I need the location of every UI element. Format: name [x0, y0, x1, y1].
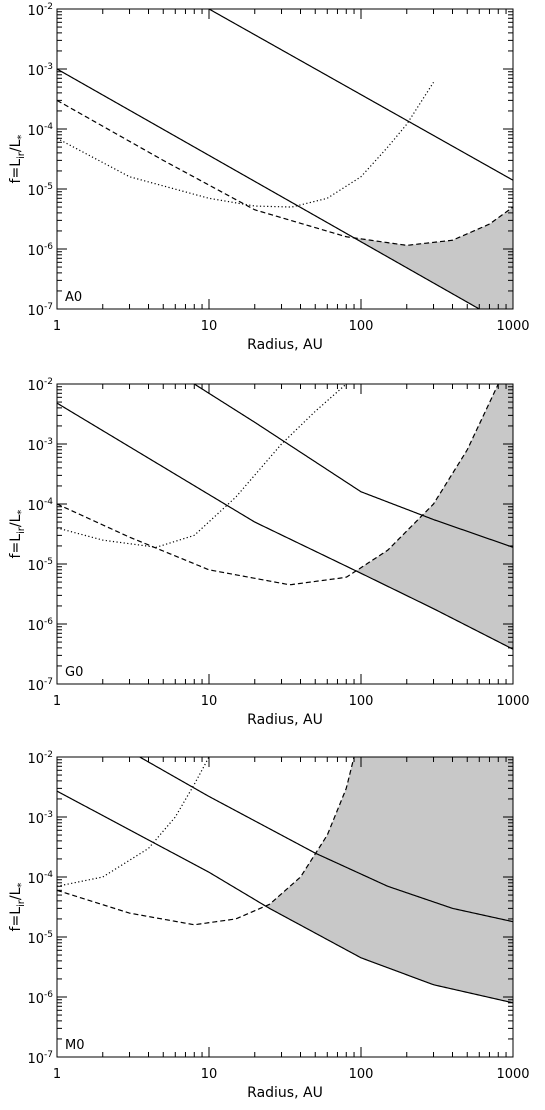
x-tick-label: 10 [201, 694, 218, 709]
series-dotted-3 [57, 757, 210, 887]
x-tick-label: 100 [349, 694, 374, 709]
series-solid-0 [193, 384, 513, 548]
panel-label: A0 [65, 290, 82, 305]
y-tick-label: 10-3 [27, 62, 53, 79]
panel-g0: 1 10 100 1000 10-7 10-6 10-5 10-4 10-3 10-2 Radius… [8, 377, 530, 728]
y-tick-label: 10-2 [27, 377, 53, 394]
y-tick-label: 10-3 [27, 437, 53, 454]
y-axis-label: f=Lir/L* [8, 135, 27, 184]
y-tick-label: 10-6 [27, 990, 53, 1007]
series-dashed-2 [57, 384, 499, 586]
y-tick-label: 10-4 [27, 122, 53, 139]
y-tick-label: 10-7 [27, 1050, 53, 1067]
series-solid-1 [57, 790, 513, 1004]
panel-label: M0 [65, 1038, 85, 1053]
x-tick-label: 1000 [496, 319, 529, 334]
y-tick-label: 10-2 [27, 2, 53, 19]
shaded-region [354, 207, 513, 309]
y-tick-label: 10-5 [27, 930, 53, 947]
plot-frame [56, 756, 514, 1058]
x-axis-label: Radius, AU [247, 337, 323, 353]
shaded-region [356, 384, 513, 650]
x-tick-label: 10 [201, 1067, 218, 1082]
series-dashed-2 [57, 757, 355, 926]
shaded-region [266, 757, 513, 1003]
series-dashed-2 [57, 99, 513, 246]
x-tick-label: 1000 [496, 694, 529, 709]
x-tick-label: 100 [349, 1067, 374, 1082]
y-tick-label: 10-4 [27, 497, 53, 514]
series-solid-0 [208, 9, 513, 181]
series-solid-0 [139, 757, 513, 923]
y-axis-label: f=Lir/L* [8, 883, 27, 932]
panel-m0: 1 10 100 1000 10-7 10-6 10-5 10-4 10-3 10-2 Radius… [8, 750, 530, 1101]
y-tick-label: 10-5 [27, 182, 53, 199]
y-tick-label: 10-6 [27, 242, 53, 259]
series-dotted-3 [57, 384, 347, 548]
x-tick-label: 10 [201, 319, 218, 334]
x-tick-label: 1 [53, 1067, 61, 1082]
y-tick-label: 10-7 [27, 302, 53, 319]
series-solid-1 [57, 68, 480, 309]
y-tick-label: 10-3 [27, 810, 53, 827]
x-tick-label: 1 [53, 319, 61, 334]
y-tick-label: 10-5 [27, 557, 53, 574]
panel-a0: 1 10 100 1000 10-7 10-6 10-5 10-4 10-3 10-2 Radius… [8, 2, 530, 353]
x-tick-label: 1000 [496, 1067, 529, 1082]
x-axis-label: Radius, AU [247, 1085, 323, 1101]
plot-frame [56, 383, 514, 685]
y-tick-label: 10-7 [27, 677, 53, 694]
x-axis-label: Radius, AU [247, 712, 323, 728]
y-tick-label: 10-2 [27, 750, 53, 767]
y-tick-label: 10-4 [27, 870, 53, 887]
x-tick-label: 100 [349, 319, 374, 334]
panel-label: G0 [65, 665, 83, 680]
x-tick-label: 1 [53, 694, 61, 709]
y-tick-label: 10-6 [27, 617, 53, 634]
series-solid-1 [57, 402, 513, 650]
plot-frame [56, 8, 514, 310]
series-dotted-3 [57, 81, 435, 208]
y-axis-label: f=Lir/L* [8, 510, 27, 559]
